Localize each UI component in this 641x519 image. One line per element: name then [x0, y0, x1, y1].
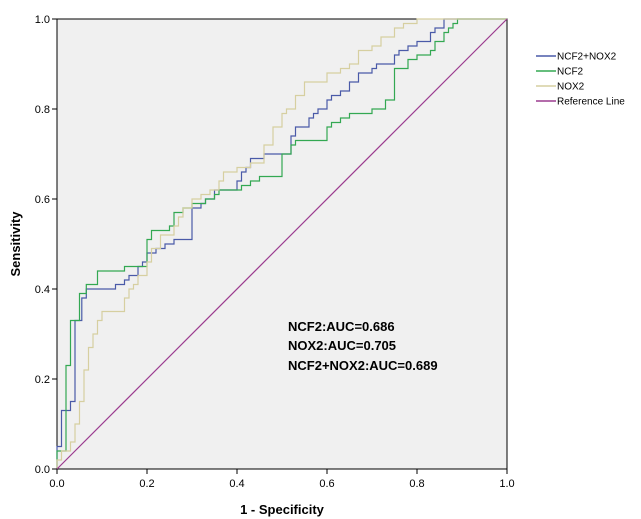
legend-label: Reference Line	[557, 97, 625, 108]
y-tick-label: 0.4	[35, 284, 50, 296]
series-line-reference-line	[56, 18, 508, 470]
y-tick-label: 0.2	[35, 374, 50, 386]
y-tick-label: 0.0	[35, 464, 50, 476]
x-tick-label: 0.8	[409, 478, 424, 490]
legend: NCF2+NOX2 NCF2 NOX2 Reference Line	[536, 52, 625, 108]
y-tick-label: 1.0	[35, 14, 50, 26]
legend-label: NOX2	[557, 82, 585, 93]
series-group	[56, 18, 508, 470]
x-tick-label: 0.4	[229, 478, 244, 490]
x-tick-label: 0.2	[139, 478, 154, 490]
legend-label: NCF2+NOX2	[557, 52, 617, 63]
annotation-nox2-auc: NOX2:AUC=0.705	[288, 338, 396, 353]
annotation-ncf2-auc: NCF2:AUC=0.686	[288, 319, 395, 334]
y-tick-label: 0.8	[35, 104, 50, 116]
x-axis-title: 1 - Specificity	[240, 502, 325, 517]
x-tick-label: 0.6	[319, 478, 334, 490]
annotation-ncf2-nox2-auc: NCF2+NOX2:AUC=0.689	[288, 358, 438, 373]
series-line-nox2	[56, 18, 507, 469]
y-tick-label: 0.6	[35, 194, 50, 206]
auc-annotations: NCF2:AUC=0.686 NOX2:AUC=0.705 NCF2+NOX2:…	[288, 319, 438, 373]
x-tick-label: 0.0	[49, 478, 64, 490]
y-axis: 0.0 0.2 0.4 0.6 0.8 1.0	[35, 14, 57, 476]
legend-label: NCF2	[557, 67, 584, 78]
series-line-ncf2	[56, 18, 507, 469]
y-axis-title: Sensitivity	[8, 211, 23, 277]
x-axis: 0.0 0.2 0.4 0.6 0.8 1.0	[49, 469, 515, 490]
x-tick-label: 1.0	[499, 478, 514, 490]
